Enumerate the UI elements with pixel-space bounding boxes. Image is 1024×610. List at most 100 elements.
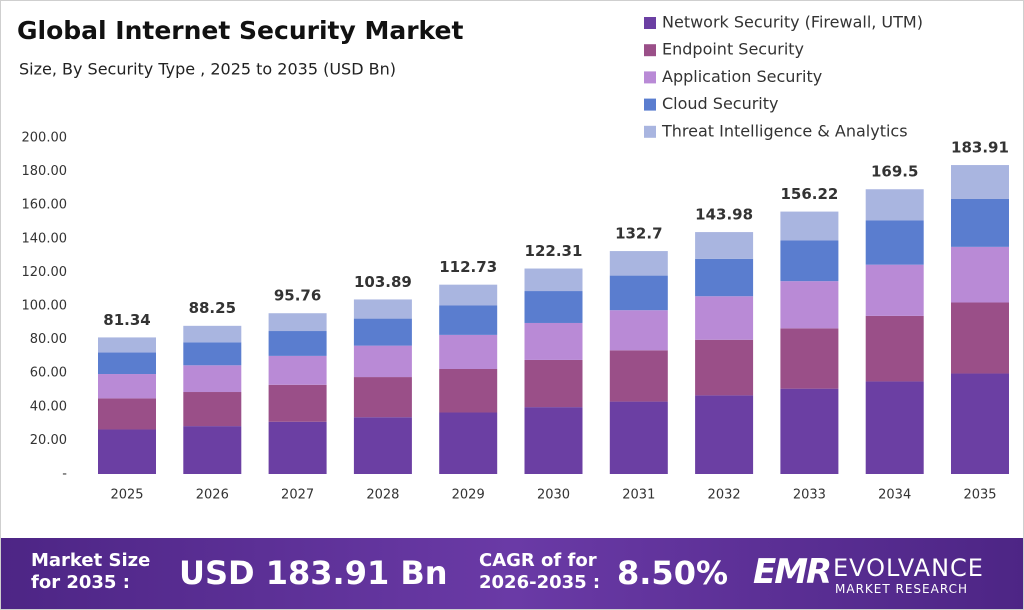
y-tick-label: 160.00 [22,198,68,213]
x-tick-label: 2027 [281,488,314,503]
y-tick-label: 80.00 [30,332,67,347]
total-label: 183.91 [951,139,1009,157]
y-tick-label: 40.00 [30,399,67,414]
total-label: 122.31 [525,242,583,260]
y-tick-label: 100.00 [22,299,68,314]
chart-title: Global Internet Security Market [17,16,463,45]
y-tick-label: 20.00 [30,433,67,448]
chart-subtitle: Size, By Security Type , 2025 to 2035 (U… [19,60,396,79]
legend-label: Application Security [662,67,822,86]
bar-segment [951,246,1009,303]
y-tick-label: 180.00 [22,164,68,179]
bar-segment [353,377,412,418]
bar-segment [524,359,583,408]
x-tick-label: 2031 [622,488,655,503]
bar-segment [183,342,242,366]
market-size-label: Market Size for 2035 : [31,550,151,593]
x-tick-label: 2025 [110,488,143,503]
chart: Global Internet Security Market Size, By… [17,13,1009,503]
total-label: 169.5 [871,163,918,181]
bar-segment [951,198,1009,247]
bar-segment [98,398,156,430]
bar-segment [780,388,839,474]
x-tick-label: 2033 [793,488,826,503]
bar-segment [951,165,1009,199]
x-tick-label: 2029 [452,488,485,503]
legend-label: Endpoint Security [662,40,804,59]
bar-segment [609,251,668,276]
bar-segment [695,296,754,340]
legend-swatch [644,125,656,138]
y-tick-label: 200.00 [22,131,68,146]
bar-segment [524,291,583,323]
logo-mark: EMR [753,552,832,592]
bar-segment [695,395,754,474]
total-label: 132.7 [615,225,662,243]
bar-segment [439,412,498,474]
bar-segment [695,258,754,297]
cagr-label: CAGR of for 2026-2035 : [479,550,601,593]
y-tick-label: 140.00 [22,231,68,246]
x-tick-label: 2035 [963,488,996,503]
bar-segment [183,392,242,427]
bar-segment [353,299,412,319]
x-tick-label: 2026 [196,488,229,503]
x-tick-label: 2030 [537,488,570,503]
legend-swatch [644,44,656,57]
total-label: 103.89 [354,273,412,291]
bar-segment [609,275,668,311]
total-label: 81.34 [103,311,150,329]
x-tick-label: 2028 [366,488,399,503]
bar-segment [609,401,668,474]
bar-segment [98,374,156,399]
total-label: 88.25 [189,299,236,317]
total-label: 112.73 [439,258,497,276]
legend-label: Cloud Security [662,94,779,113]
legend-swatch [644,71,656,84]
bar-segment [951,302,1009,374]
bar-segment [353,318,412,346]
bar-segment [183,325,242,343]
bar-segment [268,355,327,385]
logo-sub: MARKET RESEARCH [835,582,968,596]
bar-segment [183,365,242,393]
y-tick-label: 120.00 [22,265,68,280]
bar-segment [98,352,156,375]
bar-segment [609,350,668,402]
bar-segment [268,331,327,356]
bar-segment [780,281,839,329]
bar-segment [865,381,924,474]
legend-swatch [644,98,656,111]
bar-segment [98,337,156,353]
bar-segment [780,211,839,241]
bar-segment [524,407,583,474]
total-label: 143.98 [695,206,753,224]
bar-segment [865,220,924,265]
cagr-value: 8.50% [617,554,729,592]
legend-swatch [644,17,656,29]
logo-name: EVOLVANCE [833,554,984,582]
bar-segment [353,417,412,474]
total-label: 156.22 [780,185,838,203]
legend-label: Network Security (Firewall, UTM) [662,13,923,32]
x-tick-label: 2034 [878,488,911,503]
bar-segment [695,339,754,396]
bar-segment [865,264,924,316]
bar-segment [780,240,839,282]
bar-segment [695,232,754,259]
bar-segment [98,429,156,474]
total-label: 95.76 [274,287,321,305]
bar-segment [951,373,1009,474]
bar-segment [353,345,412,378]
bar-segment [524,268,583,292]
legend-label: Threat Intelligence & Analytics [661,121,908,140]
bar-segment [268,313,327,332]
bar-segment [865,315,924,382]
bar-segment [183,426,242,474]
bar-segment [439,305,498,335]
bar-segment [780,328,839,389]
bar-segment [609,310,668,351]
y-tick-label: 60.00 [30,366,67,381]
bar-segment [865,189,924,221]
